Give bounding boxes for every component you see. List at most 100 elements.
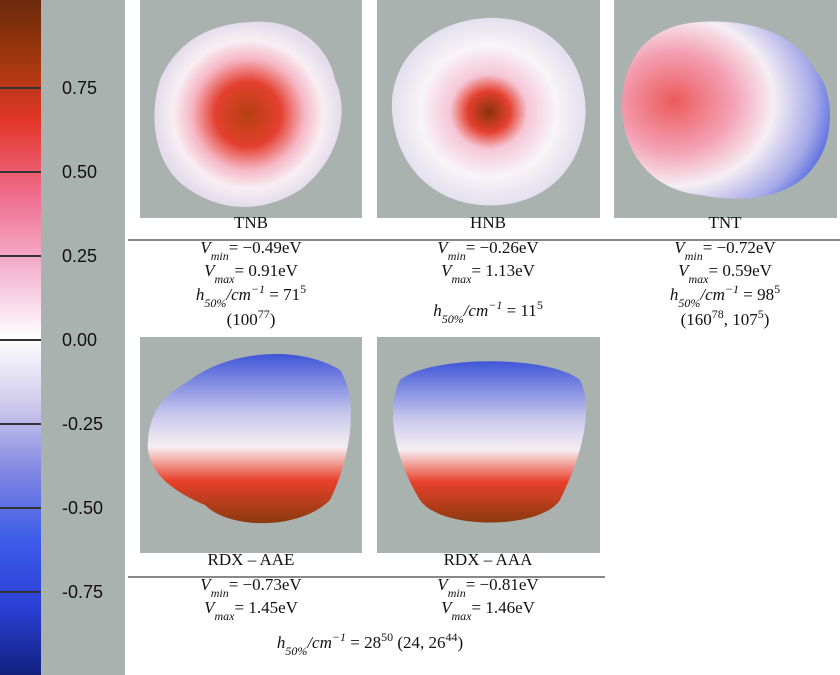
- subscript: min: [211, 249, 229, 263]
- subscript: max: [214, 609, 235, 623]
- symbol: V: [441, 261, 454, 280]
- symbol: h: [433, 301, 442, 320]
- unit: /cm: [225, 285, 251, 304]
- reference: (160: [681, 310, 712, 329]
- value: = 1.13eV: [471, 261, 535, 280]
- symbol: h: [670, 285, 679, 304]
- value: = 28: [346, 633, 381, 652]
- reference-exponent: 44: [446, 630, 458, 644]
- rdx-aae-surface: [147, 353, 351, 524]
- value-exponent: 5: [537, 298, 543, 312]
- value-exponent: 50: [381, 630, 393, 644]
- h50: h50%/cm−1 = 2850 (24, 2644): [277, 630, 463, 658]
- subscript: min: [685, 249, 703, 263]
- symbol: h: [277, 633, 286, 652]
- unit: /cm: [306, 633, 332, 652]
- value: = 1.46eV: [471, 598, 535, 617]
- symbol: V: [200, 575, 213, 594]
- colorbar-tick-label: 0.00: [62, 330, 97, 350]
- h50: h50%/cm−1 = 985: [670, 282, 780, 310]
- colorbar-tick-label: 0.50: [62, 162, 97, 182]
- rdx-aaa-surface: [392, 361, 587, 523]
- value: = 0.59eV: [708, 261, 772, 280]
- subscript: min: [211, 586, 229, 600]
- unit-exponent: −1: [251, 282, 265, 296]
- symbol: V: [678, 261, 691, 280]
- value: = 71: [265, 285, 300, 304]
- vmax: Vmax= 1.45eV: [204, 598, 299, 623]
- unit: /cm: [699, 285, 725, 304]
- subscript: max: [688, 272, 709, 286]
- vmax: Vmax= 0.59eV: [678, 261, 773, 286]
- subscript: 50%: [678, 296, 700, 310]
- value: = −0.73eV: [229, 575, 303, 594]
- reference: , 107: [724, 310, 759, 329]
- vmin: Vmin= −0.72eV: [674, 238, 776, 263]
- unit-exponent: −1: [725, 282, 739, 296]
- unit-exponent: −1: [488, 298, 502, 312]
- subscript: max: [451, 272, 472, 286]
- h50: h50%/cm−1 = 715: [196, 282, 306, 310]
- colorbar-tick-label: -0.25: [62, 414, 103, 434]
- subscript: 50%: [285, 644, 307, 658]
- symbol: V: [204, 261, 217, 280]
- value: = 11: [502, 301, 536, 320]
- molecule-label: TNT: [708, 213, 742, 232]
- colorbar-tick-label: 0.25: [62, 246, 97, 266]
- reference: (100: [227, 310, 258, 329]
- symbol: V: [674, 238, 687, 257]
- vmax: Vmax= 1.13eV: [441, 261, 536, 286]
- vmax: Vmax= 0.91eV: [204, 261, 299, 286]
- hnb-surface: [391, 17, 586, 206]
- molecule-label: RDX – AAE: [208, 550, 295, 569]
- vmin: Vmin= −0.26eV: [437, 238, 539, 263]
- reference-exponent: 78: [712, 307, 724, 321]
- symbol: V: [437, 238, 450, 257]
- vmin: Vmin= −0.49eV: [200, 238, 302, 263]
- reference-line: (10077): [227, 307, 276, 329]
- colorbar-tick-label: -0.50: [62, 498, 103, 518]
- subscript: max: [451, 609, 472, 623]
- vmin: Vmin= −0.73eV: [200, 575, 302, 600]
- molecule-label: TNB: [234, 213, 268, 232]
- vmin: Vmin= −0.81eV: [437, 575, 539, 600]
- subscript: max: [214, 272, 235, 286]
- value: = −0.72eV: [703, 238, 777, 257]
- reference-exponent: 77: [258, 307, 270, 321]
- reference: ): [458, 633, 464, 652]
- colorbar-tick-label: 0.75: [62, 78, 97, 98]
- symbol: h: [196, 285, 205, 304]
- symbol: V: [441, 598, 454, 617]
- value: = 1.45eV: [234, 598, 298, 617]
- value: = 0.91eV: [234, 261, 298, 280]
- value: = −0.49eV: [229, 238, 303, 257]
- colorbar: [0, 0, 41, 675]
- reference-exponent: 5: [758, 307, 764, 321]
- colorbar-tick-label: -0.75: [62, 582, 103, 602]
- unit-exponent: −1: [332, 630, 346, 644]
- symbol: V: [204, 598, 217, 617]
- tnt-surface: [621, 21, 830, 199]
- reference-line: (16078, 1075): [681, 307, 770, 329]
- molecule-label: HNB: [470, 213, 506, 232]
- tnb-surface: [154, 21, 342, 207]
- symbol: V: [437, 575, 450, 594]
- molecule-label: RDX – AAA: [444, 550, 534, 569]
- value: = −0.81eV: [466, 575, 540, 594]
- value-exponent: 5: [774, 282, 780, 296]
- unit: /cm: [463, 301, 489, 320]
- value: = −0.26eV: [466, 238, 540, 257]
- reference: ): [764, 310, 770, 329]
- reference: (24, 26: [393, 633, 445, 652]
- vmax: Vmax= 1.46eV: [441, 598, 536, 623]
- subscript: min: [448, 249, 466, 263]
- h50: h50%/cm−1 = 115: [433, 298, 543, 326]
- reference: ): [270, 310, 276, 329]
- subscript: 50%: [204, 296, 226, 310]
- subscript: 50%: [442, 312, 464, 326]
- subscript: min: [448, 586, 466, 600]
- symbol: V: [200, 238, 213, 257]
- esp-images: [140, 0, 837, 553]
